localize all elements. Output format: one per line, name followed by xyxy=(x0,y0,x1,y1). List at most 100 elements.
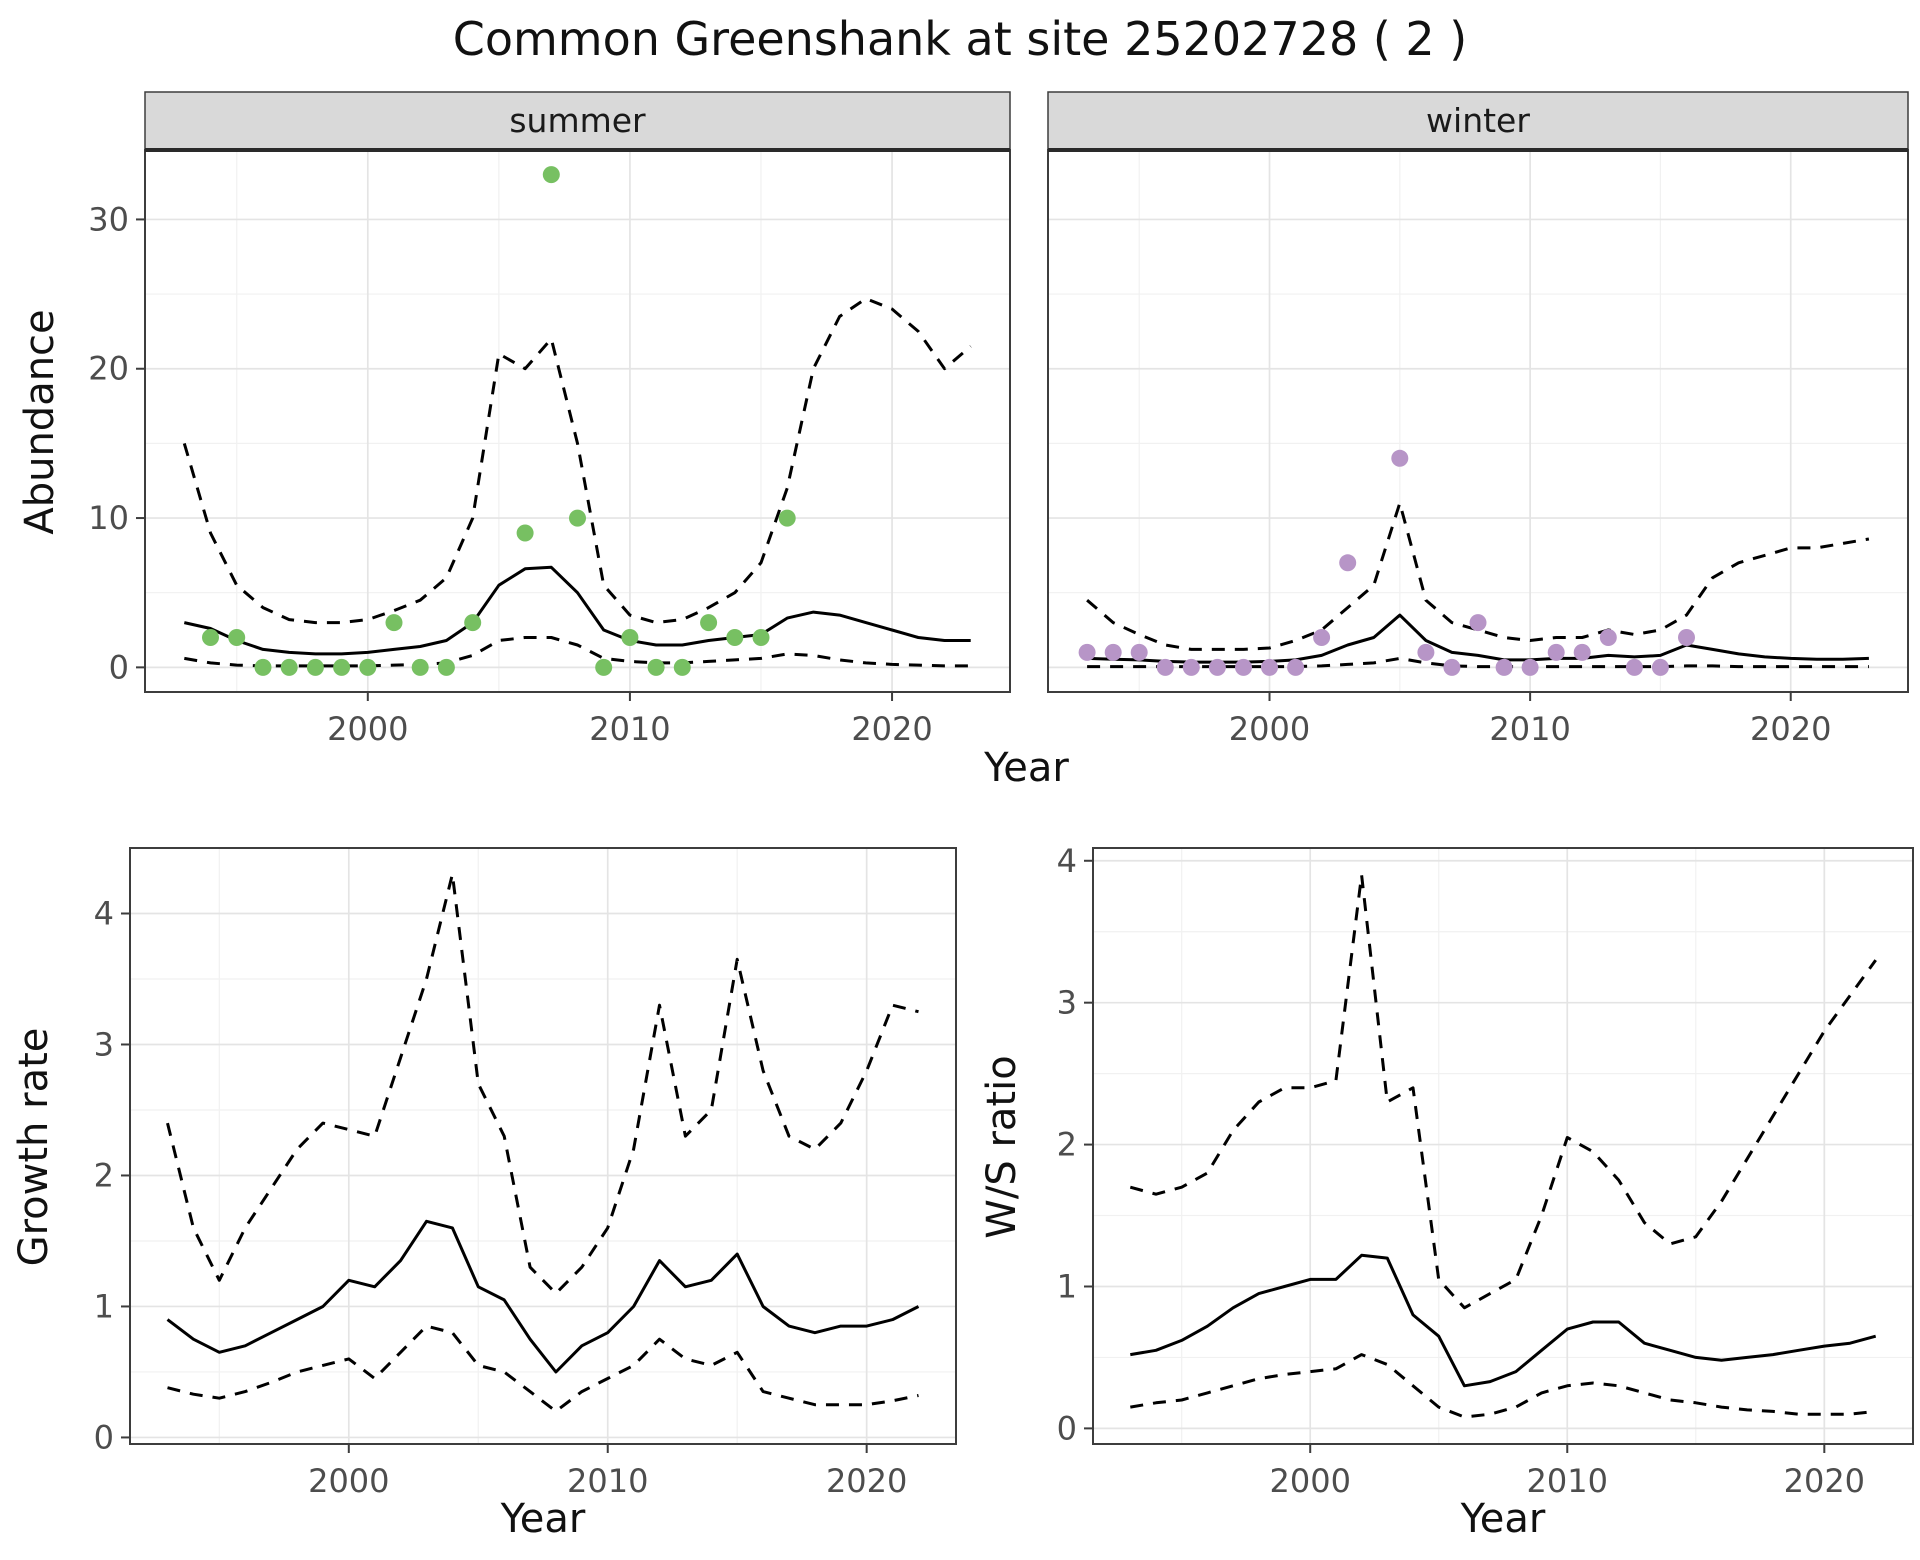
data-point xyxy=(595,658,613,676)
panel-background xyxy=(130,848,956,1444)
abundance-summer-plot: summer 2000 2010 2020 0 10 20 30 xyxy=(88,91,1011,748)
y-tick-label: 20 xyxy=(88,350,129,388)
series-lower_ci xyxy=(167,1324,919,1413)
data-point xyxy=(1625,658,1643,676)
x-tick-label: 2010 xyxy=(1489,710,1570,748)
data-point xyxy=(1521,658,1539,676)
series-upper_ci xyxy=(166,872,919,1295)
y-axis-label-ws-ratio: W/S ratio xyxy=(979,1055,1025,1239)
data-point xyxy=(621,629,639,646)
data-point xyxy=(673,658,691,676)
data-point xyxy=(1417,643,1435,661)
data-point xyxy=(1469,614,1487,632)
x-tick-label: 2020 xyxy=(1784,1462,1865,1500)
data-point xyxy=(516,524,534,542)
y-tick-label: 2 xyxy=(1057,1126,1077,1164)
x-tick-label: 2000 xyxy=(308,1462,389,1500)
data-point xyxy=(1313,629,1331,646)
facet-label: summer xyxy=(509,101,646,140)
data-point xyxy=(1651,658,1669,676)
panel-border xyxy=(129,847,957,1445)
x-tick-label: 2000 xyxy=(1229,710,1310,748)
data-point xyxy=(1208,658,1226,676)
data-point xyxy=(647,658,665,676)
series-upper_ci xyxy=(1086,501,1870,651)
data-point xyxy=(1678,629,1695,646)
chart-title: Common Greenshank at site 25202728 ( 2 ) xyxy=(452,12,1468,66)
y-tick-label: 2 xyxy=(94,1156,114,1194)
y-tick-label: 4 xyxy=(94,894,114,932)
series-mean xyxy=(183,565,971,656)
data-point xyxy=(1495,658,1513,676)
y-tick-label: 4 xyxy=(1057,842,1077,880)
data-point xyxy=(1182,658,1200,676)
ws-ratio-plot: 2000 2010 2020 0 1 2 3 4 xyxy=(1057,842,1914,1500)
winter-abundance-panel: winter 2000 2010 2020 xyxy=(1047,91,1909,748)
y-tick-label: 0 xyxy=(94,1418,114,1456)
data-point xyxy=(752,629,770,646)
x-tick-label: 2000 xyxy=(1269,1462,1350,1500)
data-point xyxy=(1287,658,1305,676)
data-point xyxy=(1235,658,1252,676)
data-point xyxy=(1339,554,1357,572)
data-point xyxy=(437,658,455,676)
data-point xyxy=(306,658,324,676)
series-mean xyxy=(1130,1253,1877,1388)
data-point xyxy=(1104,643,1122,661)
data-point xyxy=(1391,449,1409,467)
data-point xyxy=(700,614,718,632)
data-point xyxy=(464,614,482,632)
data-point xyxy=(726,629,744,646)
facet-strip xyxy=(144,91,1011,151)
data-point xyxy=(569,509,586,527)
data-point xyxy=(280,658,298,676)
data-point xyxy=(1599,629,1617,646)
data-point xyxy=(1156,658,1174,676)
y-axis-label-growth-rate: Growth rate xyxy=(11,1027,57,1267)
series-mean xyxy=(166,1219,920,1374)
observed-counts xyxy=(1078,449,1695,676)
x-tick-label: 2010 xyxy=(567,1462,648,1500)
data-point xyxy=(254,658,272,676)
panel-background xyxy=(1093,848,1913,1444)
data-point xyxy=(359,658,377,676)
series-lower_ci xyxy=(1087,656,1869,669)
data-point xyxy=(411,658,429,676)
series-upper_ci xyxy=(182,297,972,625)
growth-rate-panel: 2000 2010 2020 0 1 2 3 4 xyxy=(94,847,957,1500)
y-axis-label-abundance: Abundance xyxy=(17,309,63,535)
y-tick-label: 3 xyxy=(1057,984,1077,1022)
x-tick-label: 2020 xyxy=(851,710,932,748)
x-tick-label: 2020 xyxy=(826,1462,907,1500)
abundance-winter-plot: winter 2000 2010 2020 xyxy=(1047,91,1909,748)
growth-rate-plot: 2000 2010 2020 0 1 2 3 4 xyxy=(94,847,957,1500)
summer-abundance-panel: summer 2000 2010 2020 0 10 20 30 xyxy=(88,91,1011,748)
data-point xyxy=(542,166,560,184)
panel-background xyxy=(145,150,1010,692)
data-point xyxy=(1573,643,1591,661)
facet-strip xyxy=(1047,91,1909,151)
facet-label: winter xyxy=(1426,101,1530,140)
x-axis-label-growth: Year xyxy=(500,1496,586,1542)
y-tick-label: 3 xyxy=(94,1025,114,1063)
data-point xyxy=(385,614,403,632)
x-tick-label: 2020 xyxy=(1750,710,1831,748)
y-tick-label: 0 xyxy=(109,648,129,686)
y-tick-label: 30 xyxy=(88,200,129,238)
series-upper_ci xyxy=(1129,873,1877,1310)
y-tick-label: 1 xyxy=(1057,1267,1077,1305)
x-axis-label-top: Year xyxy=(984,745,1069,791)
data-point xyxy=(1443,658,1461,676)
data-point xyxy=(228,629,246,646)
data-point xyxy=(1547,643,1565,661)
data-point xyxy=(1261,658,1278,676)
x-axis-label-ws: Year xyxy=(1460,1496,1546,1542)
x-tick-label: 2010 xyxy=(589,710,670,748)
panel-border xyxy=(1092,847,1914,1445)
data-point xyxy=(1130,643,1148,661)
ws-ratio-panel: 2000 2010 2020 0 1 2 3 4 xyxy=(1057,842,1914,1500)
y-tick-label: 0 xyxy=(1057,1409,1077,1447)
series-lower_ci xyxy=(1130,1353,1876,1419)
y-tick-label: 1 xyxy=(94,1287,114,1325)
